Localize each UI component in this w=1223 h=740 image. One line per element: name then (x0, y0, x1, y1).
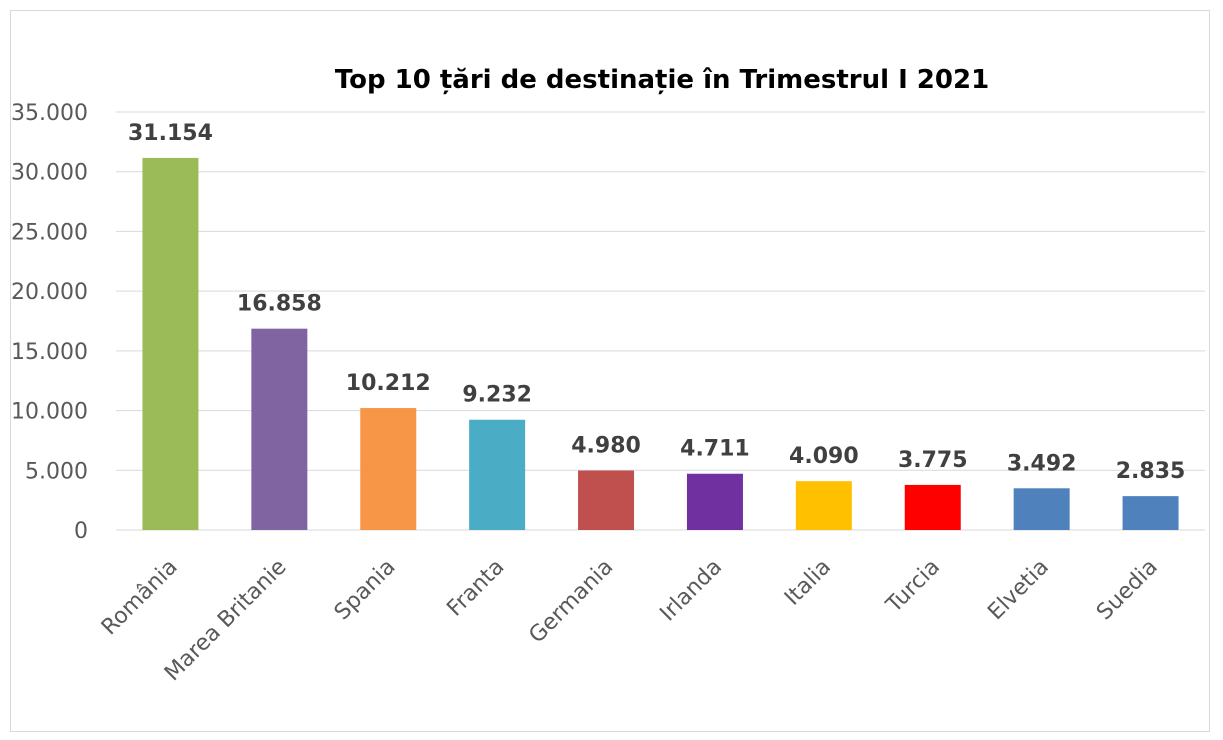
y-tick-label: 20.000 (11, 280, 88, 305)
y-tick-label: 35.000 (11, 101, 88, 126)
y-tick-label: 30.000 (11, 161, 88, 186)
x-tick-label: Elvetia (983, 555, 1054, 626)
y-axis: 0 5.000 10.000 15.000 20.000 25.000 30.000 35.0… (11, 101, 88, 544)
bar (469, 419, 526, 530)
x-tick-label: Germania (524, 555, 618, 649)
chart-title: Top 10 țări de destinație în Trimestrul … (335, 65, 989, 95)
data-label: 4.980 (571, 434, 641, 459)
data-label: 9.232 (462, 383, 532, 408)
x-tick-label: Irlanda (655, 555, 727, 627)
bar (686, 473, 743, 530)
y-tick-label: 5.000 (25, 459, 88, 484)
bar (1013, 488, 1070, 530)
data-labels: 31.154 16.858 10.212 9.232 4.980 4.711 4.090 3.… (128, 121, 1185, 484)
bar (251, 328, 308, 530)
bars (142, 157, 1179, 530)
data-label: 10.212 (346, 371, 431, 396)
x-tick-label: Suedia (1092, 555, 1163, 626)
data-label: 2.835 (1116, 459, 1186, 484)
x-tick-label: Franta (442, 555, 509, 622)
chart-frame (10, 10, 1210, 732)
bar (142, 157, 199, 530)
y-tick-label: 15.000 (11, 340, 88, 365)
x-tick-label: Italia (780, 555, 836, 611)
y-tick-label: 0 (74, 519, 88, 544)
bar (795, 481, 852, 530)
data-label: 3.775 (898, 448, 968, 473)
bar (1122, 496, 1179, 530)
y-tick-label: 25.000 (11, 220, 88, 245)
data-label: 4.711 (680, 437, 750, 462)
bar (578, 470, 635, 530)
x-tick-label: Spania (330, 555, 401, 626)
bar (904, 484, 961, 530)
data-label: 16.858 (237, 292, 322, 317)
data-label: 31.154 (128, 121, 213, 146)
x-tick-label: Turcia (881, 555, 945, 619)
x-tick-label: România (97, 555, 183, 641)
data-label: 3.492 (1007, 451, 1077, 476)
data-label: 4.090 (789, 444, 859, 469)
bar (360, 408, 417, 530)
y-tick-label: 10.000 (11, 400, 88, 425)
